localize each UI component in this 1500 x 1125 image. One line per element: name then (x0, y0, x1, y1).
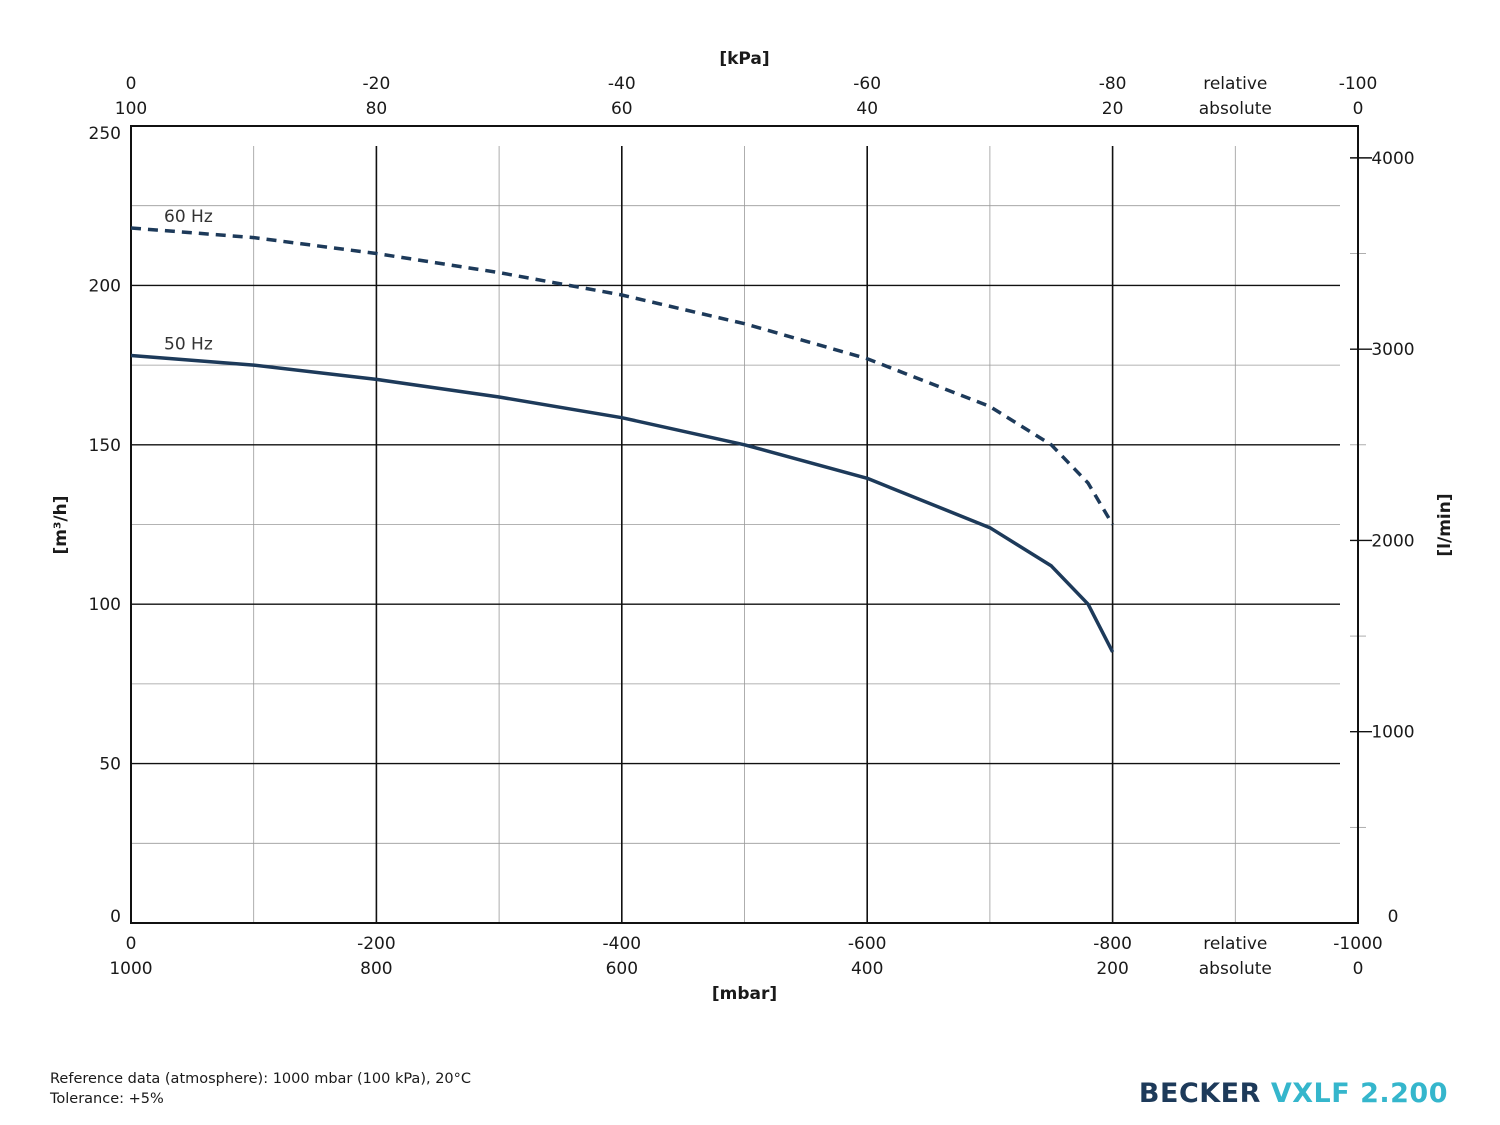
series-label-60-hz: 60 Hz (164, 207, 213, 227)
x-bottom-absolute-label: absolute (1199, 959, 1272, 979)
x-top-unit-label: [kPa] (719, 49, 769, 69)
x-bottom-relative-tick: -400 (603, 934, 642, 954)
x-bottom-relative-tick: 0 (126, 934, 137, 954)
x-bottom-relative-tick: -1000 (1333, 934, 1382, 954)
y-tick-label: 200 (89, 276, 121, 296)
brand-name: BECKER (1138, 1078, 1261, 1109)
x-top-absolute-tick: 100 (115, 99, 147, 119)
y-tick-label: 250 (89, 124, 121, 144)
y2-axis-label: [l/min] (1435, 493, 1455, 556)
brand-logo: BECKER VXLF 2.200 (1139, 1078, 1448, 1109)
x-bottom-absolute-tick: 600 (606, 959, 638, 979)
x-bottom-absolute-tick: 200 (1096, 959, 1128, 979)
x-top-relative-tick: -100 (1339, 74, 1378, 94)
x-bottom-unit-label: [mbar] (712, 984, 777, 1004)
x-top-relative-label: relative (1203, 74, 1267, 94)
y-tick-label: 100 (89, 595, 121, 615)
y-tick-label: 0 (110, 907, 121, 927)
y-tick-label: 50 (99, 755, 121, 775)
x-top-absolute-tick: 20 (1102, 99, 1124, 119)
reference-note: Reference data (atmosphere): 1000 mbar (… (50, 1069, 471, 1109)
x-bottom-relative-tick: -800 (1093, 934, 1132, 954)
x-top-relative-tick: -40 (608, 74, 636, 94)
x-bottom-absolute-tick: 1000 (109, 959, 152, 979)
x-top-absolute-tick: 80 (366, 99, 388, 119)
y2-tick-label: 2000 (1371, 531, 1414, 551)
x-top-relative-tick: -60 (853, 74, 881, 94)
x-top-relative-tick: -80 (1099, 74, 1127, 94)
x-bottom-relative-tick: -200 (357, 934, 396, 954)
x-bottom-relative-tick: -600 (848, 934, 887, 954)
series-label-50-hz: 50 Hz (164, 335, 213, 355)
x-top-absolute-tick: 60 (611, 99, 633, 119)
y2-tick-label: 4000 (1371, 149, 1414, 169)
x-top-absolute-label: absolute (1199, 99, 1272, 119)
brand-model: VXLF 2.200 (1270, 1078, 1448, 1109)
curves: 50 Hz 60 Hz (130, 207, 1115, 653)
y-tick-label: 150 (89, 436, 121, 456)
x-bottom-absolute-tick: 800 (360, 959, 392, 979)
y2-tick-label: 0 (1388, 907, 1399, 927)
x-bottom-relative-label: relative (1203, 934, 1267, 954)
major-grid (131, 146, 1372, 923)
x-top-absolute-tick: 0 (1353, 99, 1364, 119)
y-axis-label: [m³/h] (51, 495, 71, 554)
x-bottom-absolute-tick: 400 (851, 959, 883, 979)
y2-tick-label: 3000 (1371, 340, 1414, 360)
tolerance-text: Tolerance: +5% (50, 1091, 164, 1107)
series-line-60-hz (130, 226, 1115, 526)
plot-frame (130, 125, 1359, 924)
x-bottom-absolute-tick: 0 (1353, 959, 1364, 979)
x-top-relative-tick: 0 (126, 74, 137, 94)
y2-tick-label: 1000 (1371, 723, 1414, 743)
reference-text: Reference data (atmosphere): 1000 mbar (… (50, 1071, 472, 1087)
minor-grid (131, 146, 1340, 923)
series-line-50-hz (130, 353, 1115, 653)
x-top-absolute-tick: 40 (856, 99, 878, 119)
x-top-relative-tick: -20 (363, 74, 391, 94)
